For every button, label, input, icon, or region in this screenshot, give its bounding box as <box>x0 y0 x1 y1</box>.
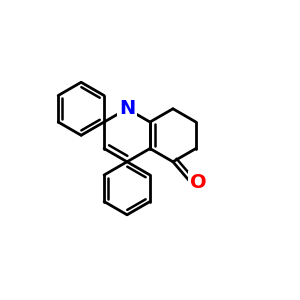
Text: N: N <box>119 99 135 118</box>
Text: O: O <box>190 173 206 192</box>
